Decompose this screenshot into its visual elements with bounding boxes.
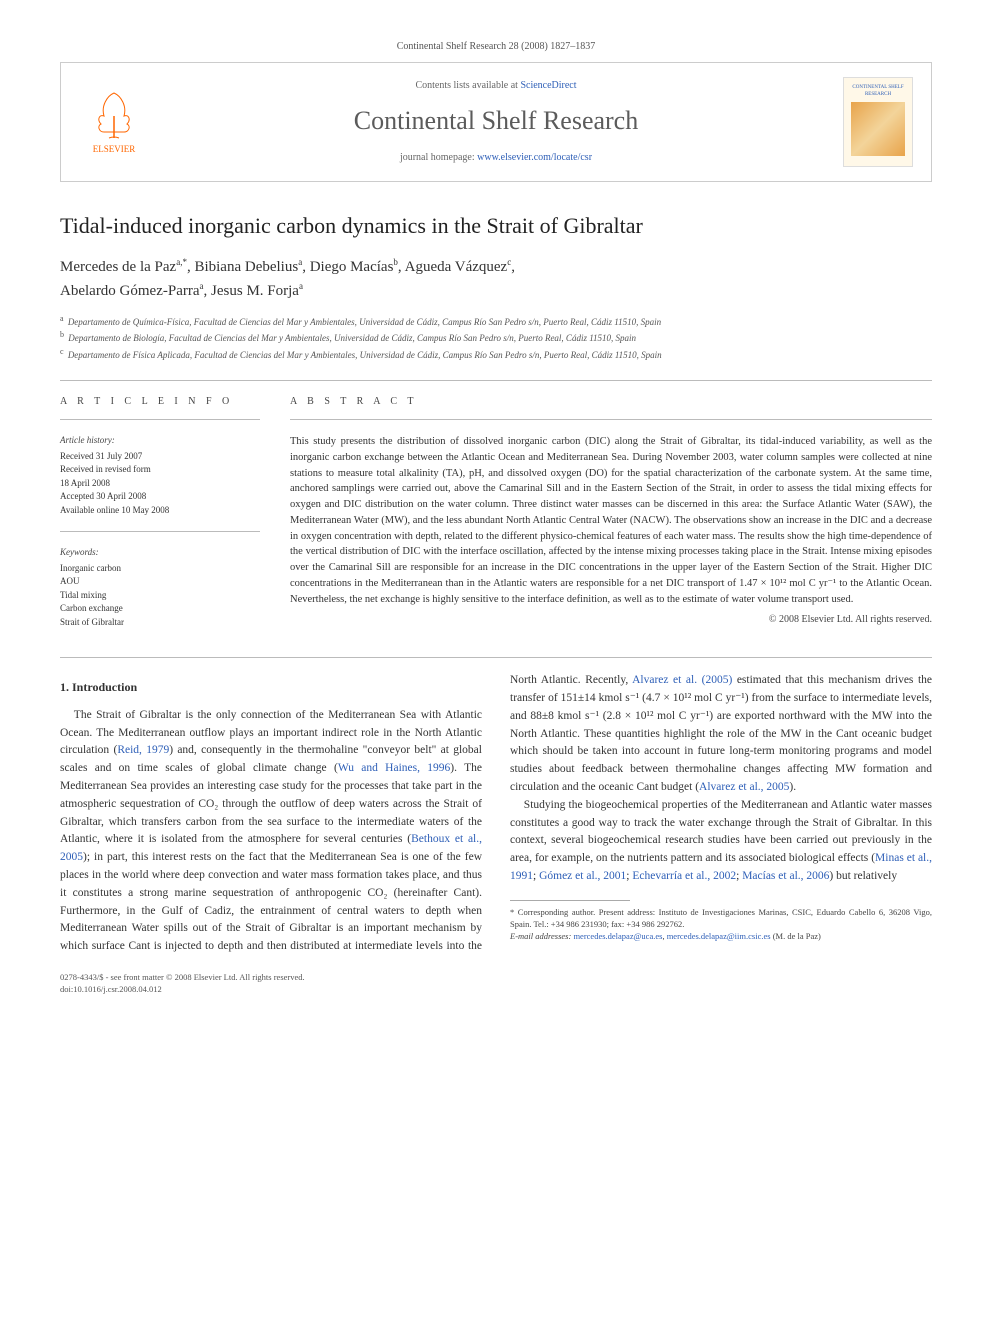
abstract-rule [290, 419, 932, 420]
affiliation: a Departamento de Química-Física, Facult… [60, 313, 932, 330]
keyword: Tidal mixing [60, 589, 260, 603]
info-rule [60, 419, 260, 420]
section-heading-introduction: 1. Introduction [60, 678, 482, 697]
abstract-copyright: © 2008 Elsevier Ltd. All rights reserved… [290, 613, 932, 627]
cover-label: CONTINENTAL SHELF RESEARCH [844, 84, 912, 98]
keywords-block: Keywords: Inorganic carbon AOU Tidal mix… [60, 546, 260, 629]
info-abstract-row: A R T I C L E I N F O Article history: R… [60, 395, 932, 629]
section-rule [60, 657, 932, 658]
abstract-heading: A B S T R A C T [290, 395, 932, 409]
author: Bibiana Debeliusa [194, 259, 302, 275]
journal-title: Continental Shelf Research [169, 103, 823, 139]
email-line: E-mail addresses: mercedes.delapaz@uca.e… [510, 931, 932, 943]
affiliation-list: a Departamento de Química-Física, Facult… [60, 313, 932, 363]
elsevier-tree-icon [89, 88, 139, 143]
contents-available-line: Contents lists available at ScienceDirec… [169, 79, 823, 93]
masthead-center: Contents lists available at ScienceDirec… [169, 79, 823, 165]
author: Agueda Vázquezc [405, 259, 512, 275]
abstract-text: This study presents the distribution of … [290, 434, 932, 607]
keywords-label: Keywords: [60, 546, 260, 560]
email-link[interactable]: mercedes.delapaz@iim.csic.es [667, 931, 771, 941]
homepage-line: journal homepage: www.elsevier.com/locat… [169, 151, 823, 165]
sciencedirect-link[interactable]: ScienceDirect [520, 80, 576, 91]
journal-cover-thumbnail: CONTINENTAL SHELF RESEARCH [843, 77, 913, 167]
article-info-sidebar: A R T I C L E I N F O Article history: R… [60, 395, 260, 629]
history-item: Received 31 July 2007 [60, 450, 260, 464]
history-label: Article history: [60, 434, 260, 448]
citation-link[interactable]: Macías et al., 2006 [742, 870, 829, 882]
keyword: Inorganic carbon [60, 562, 260, 576]
article-title: Tidal-induced inorganic carbon dynamics … [60, 212, 932, 241]
running-header: Continental Shelf Research 28 (2008) 182… [60, 40, 932, 54]
abstract-column: A B S T R A C T This study presents the … [290, 395, 932, 629]
elsevier-logo: ELSEVIER [79, 82, 149, 162]
author: Mercedes de la Paza,* [60, 259, 187, 275]
citation-link[interactable]: Alvarez et al. (2005) [632, 674, 732, 686]
affiliation: b Departamento de Biología, Facultad de … [60, 329, 932, 346]
doi-line: doi:10.1016/j.csr.2008.04.012 [60, 984, 932, 996]
corresponding-author-footnote: * Corresponding author. Present address:… [510, 907, 932, 943]
elsevier-wordmark: ELSEVIER [93, 143, 136, 156]
journal-masthead: ELSEVIER Contents lists available at Sci… [60, 62, 932, 182]
footnote-rule [510, 900, 630, 901]
keyword: Carbon exchange [60, 602, 260, 616]
body-paragraph: Studying the biogeochemical properties o… [510, 797, 932, 886]
homepage-prefix: journal homepage: [400, 152, 477, 163]
history-item: Available online 10 May 2008 [60, 504, 260, 518]
article-info-heading: A R T I C L E I N F O [60, 395, 260, 409]
citation-link[interactable]: Echevarría et al., 2002 [632, 870, 736, 882]
footnote-block: * Corresponding author. Present address:… [510, 900, 932, 943]
info-rule [60, 531, 260, 532]
email-link[interactable]: mercedes.delapaz@uca.es [573, 931, 662, 941]
citation-link[interactable]: Alvarez et al., 2005 [699, 781, 789, 793]
citation-link[interactable]: Reid, 1979 [117, 744, 169, 756]
keyword: Strait of Gibraltar [60, 616, 260, 630]
corresp-text: * Corresponding author. Present address:… [510, 907, 932, 931]
email-label: E-mail addresses: [510, 931, 573, 941]
author: Diego Macíasb [310, 259, 398, 275]
history-item: Accepted 30 April 2008 [60, 490, 260, 504]
citation-link[interactable]: Wu and Haines, 1996 [338, 762, 450, 774]
contents-prefix: Contents lists available at [415, 80, 520, 91]
homepage-link[interactable]: www.elsevier.com/locate/csr [477, 152, 592, 163]
article-history: Article history: Received 31 July 2007 R… [60, 434, 260, 517]
citation-link[interactable]: Gómez et al., 2001 [539, 870, 626, 882]
affiliation: c Departamento de Física Aplicada, Facul… [60, 346, 932, 363]
cover-image [851, 102, 905, 156]
author: Jesus M. Forjaa [211, 283, 303, 299]
author-list: Mercedes de la Paza,*, Bibiana Debeliusa… [60, 255, 932, 303]
body-two-column: 1. Introduction The Strait of Gibraltar … [60, 672, 932, 956]
history-item: Received in revised form [60, 463, 260, 477]
history-item: 18 April 2008 [60, 477, 260, 491]
keyword: AOU [60, 575, 260, 589]
section-rule [60, 380, 932, 381]
author: Abelardo Gómez-Parraa [60, 283, 204, 299]
email-name: (M. de la Paz) [773, 931, 821, 941]
front-matter-line: 0278-4343/$ - see front matter © 2008 El… [60, 972, 932, 984]
page-footer-meta: 0278-4343/$ - see front matter © 2008 El… [60, 972, 932, 996]
